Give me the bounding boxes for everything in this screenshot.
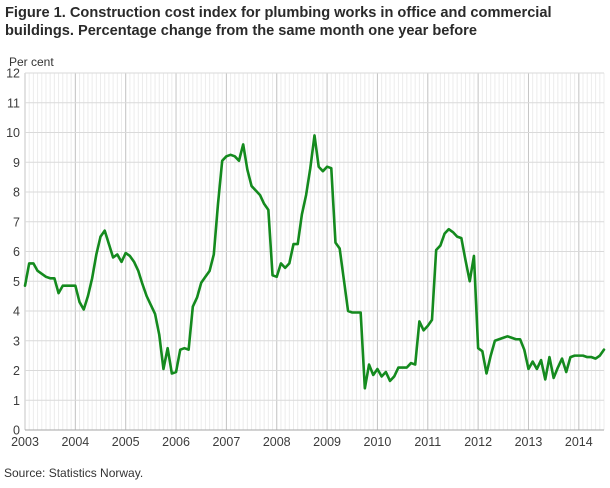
x-axis-tick-label: 2014 — [565, 435, 593, 449]
source-note: Source: Statistics Norway. — [4, 466, 144, 480]
x-axis-tick-label: 2012 — [464, 435, 492, 449]
y-axis-tick-label: 11 — [7, 96, 20, 110]
chart-title: Figure 1. Construction cost index for pl… — [5, 5, 552, 39]
y-axis-tick-label: 7 — [13, 215, 20, 229]
y-axis-tick-label: 3 — [13, 334, 20, 348]
y-axis-tick-label: 10 — [6, 126, 20, 140]
x-axis-tick-label: 2010 — [364, 435, 392, 449]
y-axis-tick-label: 8 — [13, 186, 20, 200]
y-axis-unit-label: Per cent — [9, 55, 54, 69]
x-axis-tick-label: 2006 — [162, 435, 190, 449]
y-axis-tick-label: 4 — [13, 305, 20, 319]
data-series-line — [23, 134, 606, 390]
y-axis-tick-label: 1 — [13, 394, 20, 408]
x-axis-tick-label: 2003 — [11, 435, 39, 449]
x-axis-tick-label: 2011 — [414, 435, 441, 449]
y-axis-tick-label: 9 — [13, 156, 20, 170]
x-axis-tick-label: 2009 — [313, 435, 341, 449]
x-axis-tick-label: 2005 — [112, 435, 140, 449]
x-axis-tick-label: 2008 — [263, 435, 291, 449]
x-axis-tick-label: 2004 — [61, 435, 89, 449]
y-axis-tick-label: 5 — [13, 275, 20, 289]
y-axis-tick-label: 2 — [13, 364, 20, 378]
y-axis-tick-label: 0 — [13, 424, 20, 438]
y-axis-tick-label: 12 — [6, 67, 20, 81]
x-axis-tick-label: 2013 — [515, 435, 543, 449]
y-axis-tick-label: 6 — [13, 245, 20, 259]
x-axis-tick-label: 2007 — [212, 435, 240, 449]
